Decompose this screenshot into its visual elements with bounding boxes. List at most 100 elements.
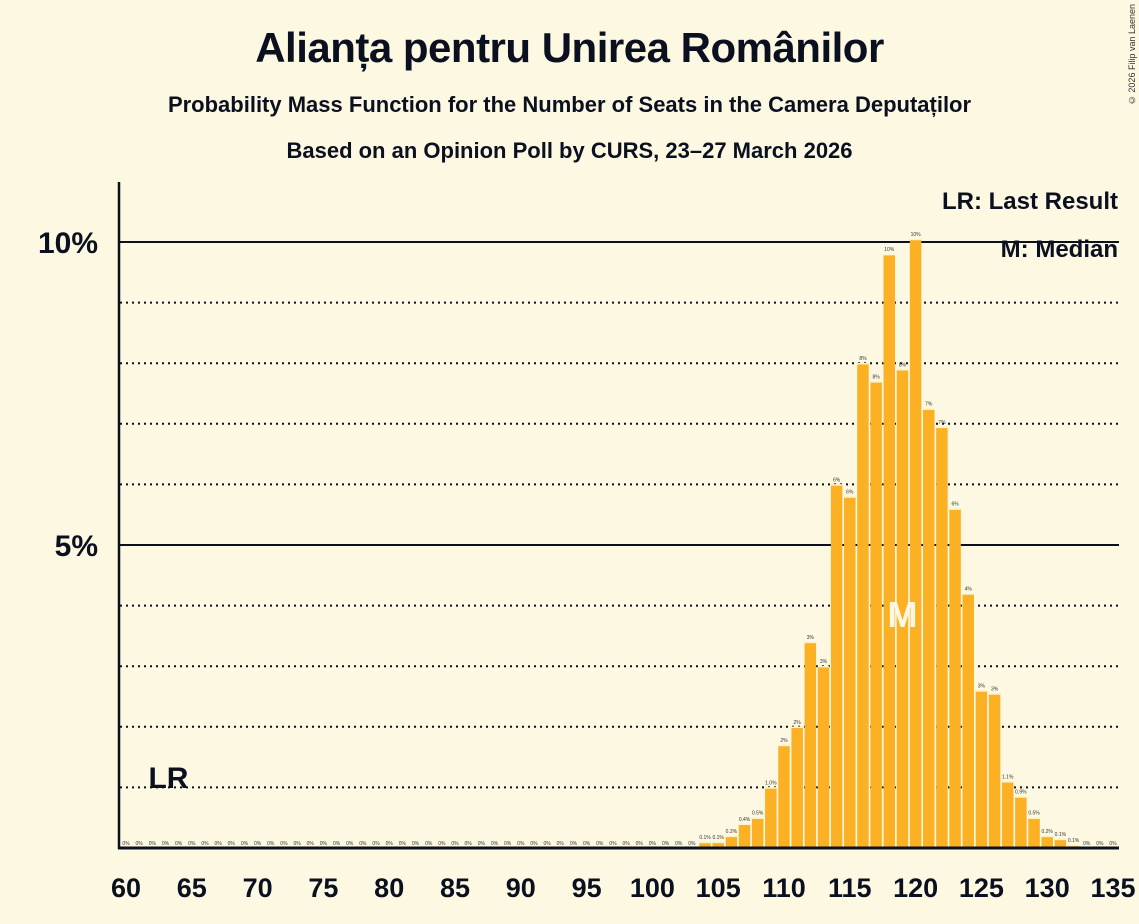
- bar-value-label: 0%: [228, 841, 236, 847]
- bar: [883, 254, 896, 848]
- bar: [1041, 835, 1053, 848]
- bar: [699, 841, 711, 848]
- bar-value-label: 0.2%: [1041, 829, 1053, 835]
- bar-value-label: 0%: [609, 841, 617, 847]
- bar-value-label: 0.1%: [1055, 832, 1067, 838]
- bar-value-label: 0.2%: [726, 829, 738, 835]
- bar: [870, 381, 882, 848]
- bar-value-label: 0.5%: [752, 811, 764, 817]
- bar-value-label: 10%: [884, 247, 895, 253]
- bar-value-label: 0%: [675, 841, 683, 847]
- bar-value-label: 0%: [175, 841, 183, 847]
- bar: [765, 787, 777, 848]
- bar-value-label: 0%: [465, 841, 473, 847]
- x-tick-label: 135: [1090, 873, 1135, 903]
- bar: [712, 841, 724, 848]
- x-tick-label: 105: [696, 873, 741, 903]
- bar-value-label: 4%: [965, 586, 973, 592]
- bar-value-label: 0%: [320, 841, 328, 847]
- bar: [804, 641, 817, 848]
- chart-title: Alianța pentru Unirea Românilor: [255, 24, 884, 71]
- bar-value-label: 8%: [899, 362, 907, 368]
- bar: [844, 496, 856, 848]
- bar: [975, 690, 988, 848]
- bar: [751, 817, 764, 848]
- bar-value-label: 0.4%: [739, 817, 751, 823]
- bar-value-label: 0%: [346, 841, 354, 847]
- bar-value-label: 0%: [333, 841, 341, 847]
- bar: [909, 238, 922, 849]
- x-tick-label: 120: [893, 873, 938, 903]
- bar-value-label: 0.1%: [712, 835, 724, 841]
- x-tick-label: 60: [111, 873, 141, 903]
- bar-value-label: 7%: [938, 420, 946, 426]
- bar-value-label: 0%: [1096, 841, 1104, 847]
- bar-value-label: 0%: [544, 841, 552, 847]
- axes: 10% 5% 60 65 70 75 80 85 90 95 100 105 110 115 120 125 1…: [38, 182, 1136, 903]
- bar-value-label: 1.0%: [765, 780, 777, 786]
- bar: [857, 363, 869, 848]
- bar-value-label: 0%: [649, 841, 657, 847]
- bar-value-label: 0%: [570, 841, 578, 847]
- bar-value-label: 0%: [359, 841, 367, 847]
- bar-value-label: 6%: [833, 477, 841, 483]
- bar-value-label: 0.9%: [1015, 789, 1027, 795]
- bar: [923, 408, 935, 848]
- bar-value-label: 0%: [517, 841, 525, 847]
- bar-value-label: 8%: [873, 374, 881, 380]
- bar-value-label: 6%: [846, 490, 854, 496]
- bar-value-label: 0%: [688, 841, 696, 847]
- bar: [1054, 838, 1067, 848]
- bar-value-label: 0%: [583, 841, 591, 847]
- bar: [1001, 781, 1014, 848]
- bar-value-label: 0%: [1109, 841, 1117, 847]
- bar-value-label: 0%: [399, 841, 407, 847]
- x-tick-label: 90: [506, 873, 536, 903]
- bar-value-label: 0%: [504, 841, 512, 847]
- bar-value-label: 0%: [372, 841, 380, 847]
- bar: [817, 666, 830, 848]
- bar-value-label: 0%: [293, 841, 301, 847]
- bar-value-label: 3%: [978, 683, 986, 689]
- x-tick-label: 110: [762, 873, 806, 903]
- x-tick-label: 85: [440, 873, 470, 903]
- bar: [738, 823, 751, 848]
- bar-value-label: 7%: [925, 402, 933, 408]
- bar-value-label: 0%: [254, 841, 262, 847]
- bar-value-label: 6%: [951, 502, 959, 508]
- bar-value-label: 0%: [491, 841, 499, 847]
- bar-value-label: 0%: [280, 841, 288, 847]
- bar-value-label: 0%: [636, 841, 644, 847]
- bar-value-label: 0%: [188, 841, 196, 847]
- bar-value-label: 2%: [794, 720, 802, 726]
- x-tick-label: 80: [374, 873, 404, 903]
- chart-source: Based on an Opinion Poll by CURS, 23–27 …: [286, 138, 853, 163]
- bar: [1015, 796, 1027, 848]
- bar-value-label: 0%: [162, 841, 170, 847]
- bar: [1067, 844, 1080, 848]
- bar-value-label: 3%: [991, 686, 999, 692]
- bar-value-label: 0%: [451, 841, 459, 847]
- bar: [1028, 817, 1040, 848]
- bar-value-label: 0%: [557, 841, 565, 847]
- bar-value-label: 0%: [412, 841, 420, 847]
- bar-value-label: 0%: [1083, 841, 1091, 847]
- bar-value-label: 0%: [425, 841, 433, 847]
- bar-value-label: 0%: [478, 841, 486, 847]
- y-tick-label: 10%: [38, 227, 98, 260]
- bar: [896, 369, 909, 848]
- bar: [949, 508, 961, 848]
- bar-value-label: 3%: [820, 659, 828, 665]
- bar-value-label: 8%: [859, 356, 867, 362]
- legend-median: M: Median: [1001, 236, 1118, 263]
- x-tick-label: 130: [1025, 873, 1070, 903]
- bar-value-label: 0%: [267, 841, 275, 847]
- median-marker: M: [887, 594, 917, 635]
- bar-value-label: 3%: [807, 635, 815, 641]
- legend-last-result: LR: Last Result: [942, 188, 1118, 215]
- bar: [988, 693, 1001, 848]
- bar-value-label: 0%: [596, 841, 604, 847]
- bar-value-label: 2%: [780, 738, 788, 744]
- bar-value-label: 0.1%: [1068, 838, 1080, 844]
